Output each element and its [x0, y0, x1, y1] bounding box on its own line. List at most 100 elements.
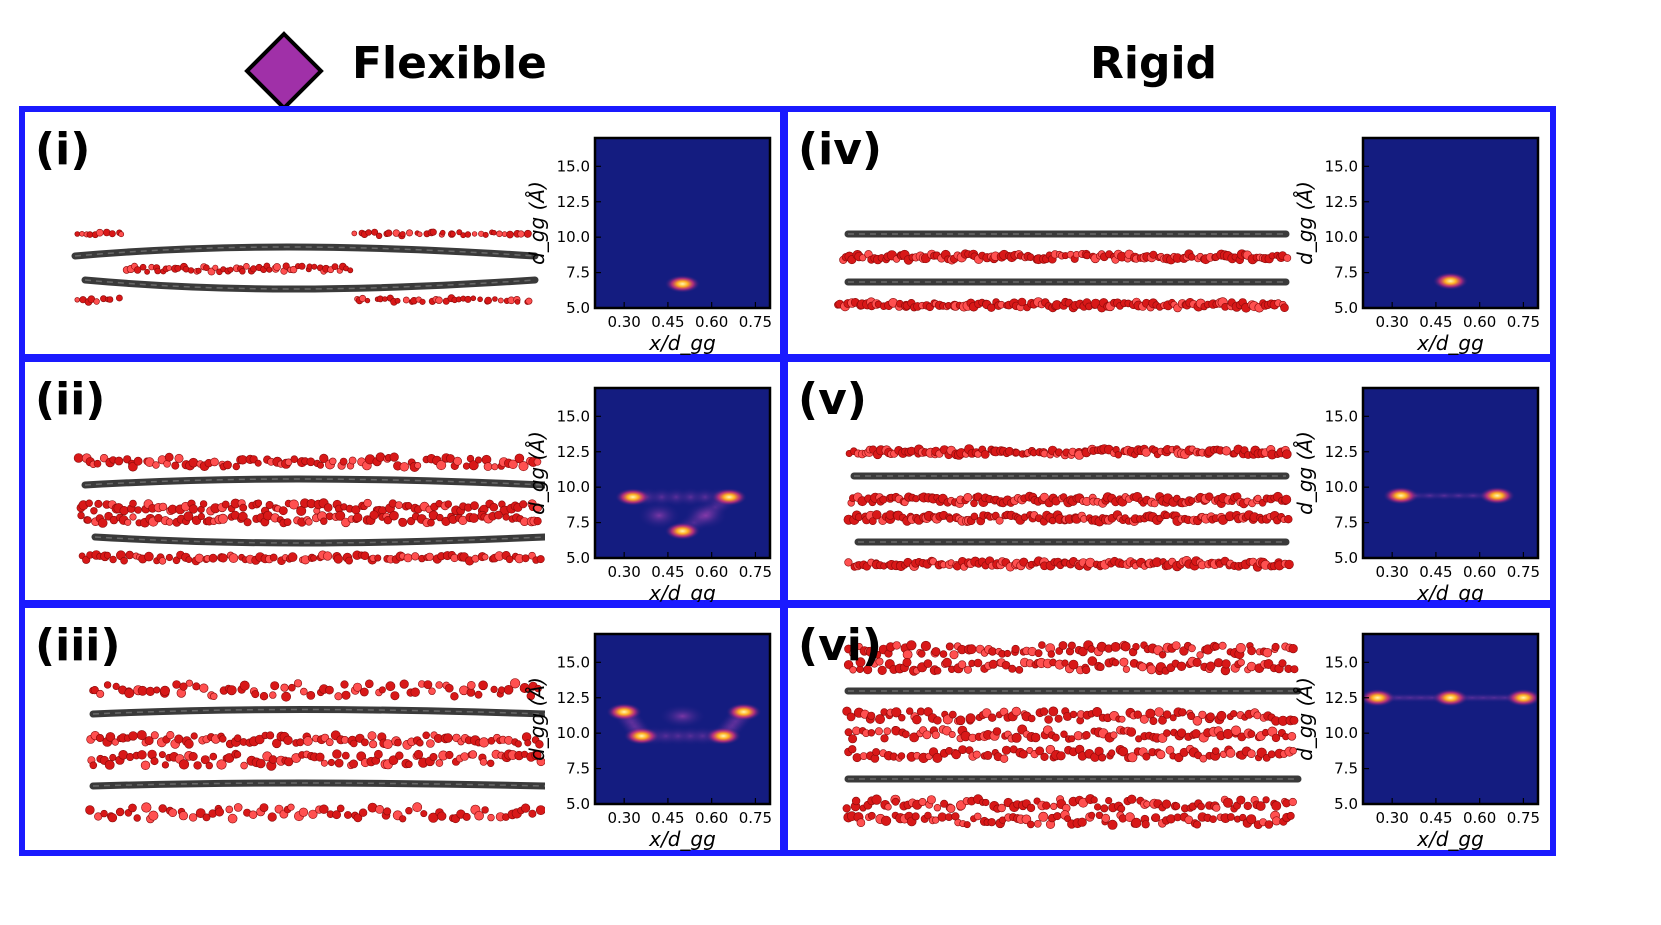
y-tick-label: 12.5 [557, 193, 590, 211]
y-axis-label: d_gg (Å) [1293, 431, 1317, 515]
x-axis-label: x/d_gg [648, 331, 716, 355]
y-tick-label: 7.5 [566, 514, 590, 532]
y-tick-label: 5.0 [566, 299, 590, 317]
density-peak [664, 274, 701, 293]
heatmap-background [1363, 634, 1538, 804]
y-tick-label: 5.0 [1334, 299, 1358, 317]
y-axis-label: d_gg (Å) [525, 431, 549, 515]
ion-layer [843, 656, 1299, 676]
y-tick-label: 15.0 [557, 157, 590, 175]
ion-layer [844, 744, 1297, 763]
density-peak [725, 702, 762, 721]
x-tick-label: 0.60 [1463, 809, 1496, 827]
y-tick-label: 10.0 [557, 724, 590, 742]
y-axis-label: d_gg (Å) [1293, 181, 1317, 265]
ion-layer [87, 749, 545, 771]
heatmap-background [1363, 388, 1538, 558]
x-tick-label: 0.75 [739, 563, 772, 581]
density-heatmap: 5.0 7.5 10.0 12.5 15.0 0.30 0.45 0.60 0.75 x/d_gg… [1293, 386, 1540, 605]
flexible-marker-diamond-icon [244, 31, 324, 111]
ion-layer [839, 249, 1292, 265]
y-axis-label: d_gg (Å) [1293, 677, 1317, 761]
y-tick-label: 7.5 [1334, 264, 1358, 282]
y-tick-label: 10.0 [557, 228, 590, 246]
y-tick-label: 7.5 [566, 264, 590, 282]
y-tick-label: 12.5 [1325, 689, 1358, 707]
density-peak [623, 727, 660, 745]
x-axis-label: x/d_gg [648, 827, 716, 851]
panel-label: (iv) [798, 124, 882, 175]
panel-label: (ii) [35, 374, 106, 425]
ion-layer [844, 556, 1294, 572]
density-heatmap: 5.0 7.5 10.0 12.5 15.0 0.30 0.45 0.60 0.75 x/d_gg… [1293, 632, 1540, 851]
ion-layer [844, 640, 1298, 660]
y-tick-label: 7.5 [1334, 514, 1358, 532]
density-peak [1382, 486, 1419, 505]
structure-rendering [73, 452, 545, 566]
ion-layer [85, 802, 545, 824]
ion-layer [843, 510, 1293, 527]
y-tick-label: 7.5 [1334, 760, 1358, 778]
y-tick-label: 15.0 [1325, 157, 1358, 175]
y-tick-label: 5.0 [566, 549, 590, 567]
ion-layer [74, 228, 125, 239]
x-tick-label: 0.45 [651, 809, 684, 827]
y-tick-label: 5.0 [1334, 549, 1358, 567]
plot-frame [593, 632, 772, 806]
x-tick-label: 0.45 [1419, 313, 1452, 331]
panel-iv: (iv) 5.0 7.5 10.0 12.5 15.0 0.30 0.45 0.60 0.75 x… [782, 106, 1556, 360]
x-tick-label: 0.60 [1463, 563, 1496, 581]
x-tick-label: 0.30 [1375, 809, 1408, 827]
panel-label: (iii) [35, 620, 121, 671]
y-tick-label: 15.0 [1325, 653, 1358, 671]
panel-vi: (vi) 5.0 7.5 10.0 12.5 15.0 0.30 0.45 0.60 0.75 x… [782, 602, 1556, 856]
x-tick-label: 0.45 [651, 313, 684, 331]
x-tick-label: 0.45 [1419, 809, 1452, 827]
structure-rendering [71, 228, 539, 306]
ion-layer [351, 228, 532, 240]
x-tick-label: 0.60 [695, 809, 728, 827]
ion-layer [74, 294, 123, 306]
density-peak [614, 488, 651, 507]
y-tick-label: 5.0 [1334, 795, 1358, 813]
ion-layer [834, 297, 1289, 313]
y-tick-label: 12.5 [1325, 443, 1358, 461]
x-axis-label: x/d_gg [648, 581, 716, 605]
x-tick-label: 0.75 [1507, 809, 1540, 827]
column-header-flexible: Flexible [352, 38, 547, 89]
x-axis-label: x/d_gg [1416, 827, 1484, 851]
y-axis-label: d_gg (Å) [525, 677, 549, 761]
y-axis-label: d_gg (Å) [525, 181, 549, 265]
panel-label: (i) [35, 124, 91, 175]
density-heatmap: 5.0 7.5 10.0 12.5 15.0 0.30 0.45 0.60 0.75 x/d_gg… [525, 386, 772, 605]
column-header-rigid: Rigid [1090, 38, 1218, 89]
plot-frame [1361, 136, 1540, 310]
y-tick-label: 12.5 [557, 443, 590, 461]
ion-layer [847, 491, 1292, 509]
structure-rendering [85, 678, 545, 824]
density-peak [1432, 688, 1469, 707]
plot-frame [593, 136, 772, 310]
panel-ii: (ii) 5.0 7.5 10.0 12.5 15.0 0.30 0.45 0.60 0.75 x… [19, 356, 786, 606]
ion-layer [86, 730, 544, 750]
density-heatmap: 5.0 7.5 10.0 12.5 15.0 0.30 0.45 0.60 0.75 x/d_gg… [1293, 136, 1540, 355]
x-tick-label: 0.75 [1507, 313, 1540, 331]
plot-frame [1361, 632, 1540, 806]
ion-layer [122, 262, 354, 276]
plot-frame [593, 386, 772, 560]
panel-label: (v) [798, 374, 867, 425]
ion-layer [76, 498, 543, 516]
density-peak [1505, 688, 1538, 707]
structure-rendering [842, 640, 1302, 830]
y-tick-label: 15.0 [557, 653, 590, 671]
panel-i: (i) 5.0 7.5 10.0 12.5 15.0 0.30 0.45 0.60 0.75 x/… [19, 106, 786, 360]
x-axis-label: x/d_gg [1416, 581, 1484, 605]
ion-layer [354, 294, 533, 306]
x-tick-label: 0.30 [1375, 313, 1408, 331]
density-peak [711, 488, 748, 507]
ion-layer [844, 724, 1297, 744]
density-peak [1479, 486, 1516, 505]
density-peak [1363, 688, 1396, 707]
density-peak [705, 727, 742, 745]
density-heatmap: 5.0 7.5 10.0 12.5 15.0 0.30 0.45 0.60 0.75 x/d_gg… [525, 632, 772, 851]
